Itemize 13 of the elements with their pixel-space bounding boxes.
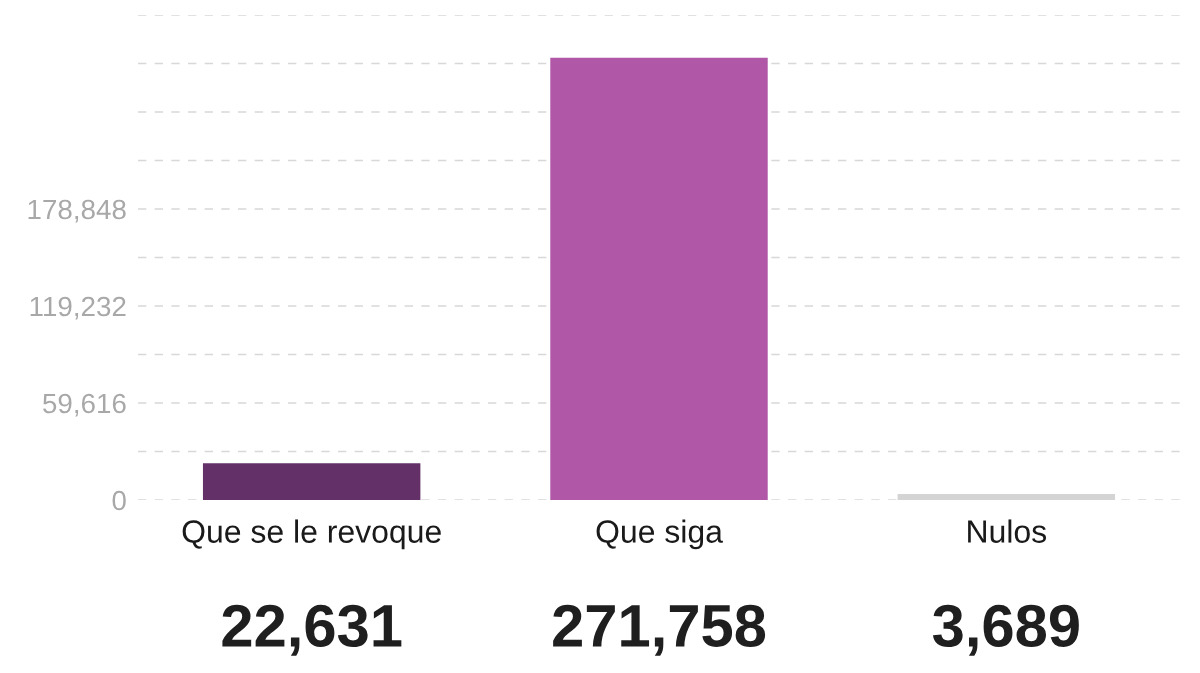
- y-tick-label: 59,616: [43, 393, 126, 417]
- data-label: 271,758: [553, 604, 766, 656]
- data-label: 22,631: [222, 604, 402, 656]
- x-tick-label: Que se le revoque: [182, 519, 441, 550]
- y-tick-label: 119,232: [30, 296, 126, 320]
- bar: [897, 494, 1116, 500]
- x-tick-label: Que siga: [596, 519, 723, 550]
- y-tick-label: 178,848: [28, 199, 126, 223]
- bar: [202, 463, 421, 500]
- y-tick-label: 0: [112, 490, 126, 511]
- x-tick-label: Nulos: [968, 519, 1047, 543]
- data-label: 3,689: [932, 604, 1079, 656]
- bar: [550, 57, 768, 500]
